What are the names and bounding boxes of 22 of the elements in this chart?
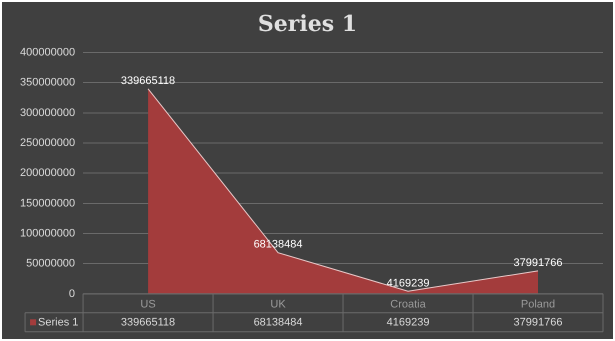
y-tick-label: 50000000	[26, 258, 76, 270]
y-tick-label: 350000000	[20, 76, 76, 89]
data-label: 68138484	[254, 316, 303, 328]
y-tick-label: 250000000	[20, 136, 76, 149]
x-tick-label: Croatia	[390, 298, 427, 310]
y-tick-label: 150000000	[20, 197, 76, 210]
legend-label: Series 1	[38, 316, 78, 328]
data-label: 339665118	[120, 316, 176, 328]
y-tick-label: 200000000	[20, 167, 76, 180]
annotation: 4169239	[386, 277, 430, 290]
data-label: 37991766	[514, 316, 562, 328]
x-tick-label: US	[140, 298, 156, 310]
data-label: 4169239	[386, 316, 430, 328]
x-tick-label: UK	[270, 298, 286, 310]
y-tick-label: 0	[68, 288, 76, 300]
y-tick-label: 300000000	[20, 106, 76, 119]
y-tick-label: 400000000	[20, 46, 76, 58]
x-tick-label: Poland	[520, 298, 556, 310]
y-tick-label: 100000000	[20, 227, 76, 240]
annotation: 37991766	[514, 256, 562, 269]
annotation: 339665118	[120, 74, 176, 87]
chart-title: Series 1	[258, 10, 358, 37]
